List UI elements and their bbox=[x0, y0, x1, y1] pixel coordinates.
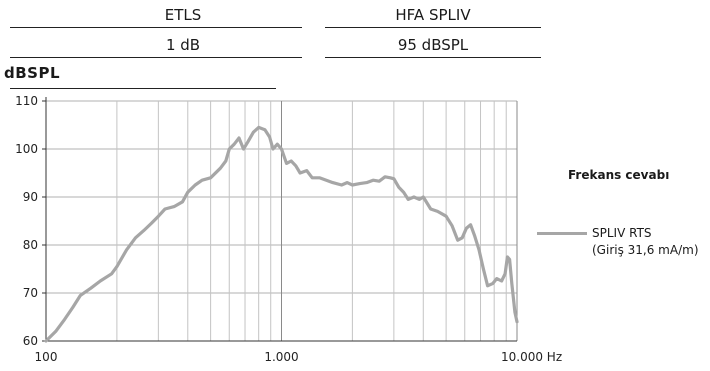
legend-series-name: SPLIV RTS bbox=[592, 226, 652, 240]
legend-entry: SPLIV RTS (Giriş 31,6 mA/m) bbox=[592, 225, 699, 259]
y-unit-label: dBSPL bbox=[4, 64, 61, 82]
col1-title-rule bbox=[10, 27, 302, 28]
series-line bbox=[44, 125, 519, 343]
x-tick-label: 1.000 bbox=[264, 350, 298, 364]
col1-title: ETLS bbox=[164, 6, 202, 24]
series-lines bbox=[44, 125, 519, 343]
x-tick-label: 10.000 Hz bbox=[501, 350, 562, 364]
col2-title: HFA SPLIV bbox=[395, 6, 471, 24]
x-tick-label: 100 bbox=[35, 350, 58, 364]
col2-value-rule bbox=[325, 57, 541, 58]
col2-title-rule bbox=[325, 27, 541, 28]
col1-value: 1 dB bbox=[165, 36, 201, 54]
y-tick-label: 110 bbox=[15, 94, 38, 108]
y-tick-label: 90 bbox=[23, 190, 38, 204]
tick-labels: 60 70 80 90 100 110 100 1.000 10.000 Hz bbox=[15, 94, 562, 364]
grid bbox=[45, 100, 518, 342]
legend-series-detail: (Giriş 31,6 mA/m) bbox=[592, 243, 699, 257]
y-tick-label: 100 bbox=[15, 142, 38, 156]
y-tick-label: 70 bbox=[23, 286, 38, 300]
col1-value-rule bbox=[10, 57, 302, 58]
y-tick-label: 80 bbox=[23, 238, 38, 252]
y-tick-label: 60 bbox=[23, 334, 38, 348]
unit-label-rule bbox=[10, 88, 276, 89]
col2-value: 95 dBSPL bbox=[397, 36, 469, 54]
legend-swatch bbox=[537, 232, 587, 235]
chart-title: Frekans cevabı bbox=[568, 168, 670, 182]
